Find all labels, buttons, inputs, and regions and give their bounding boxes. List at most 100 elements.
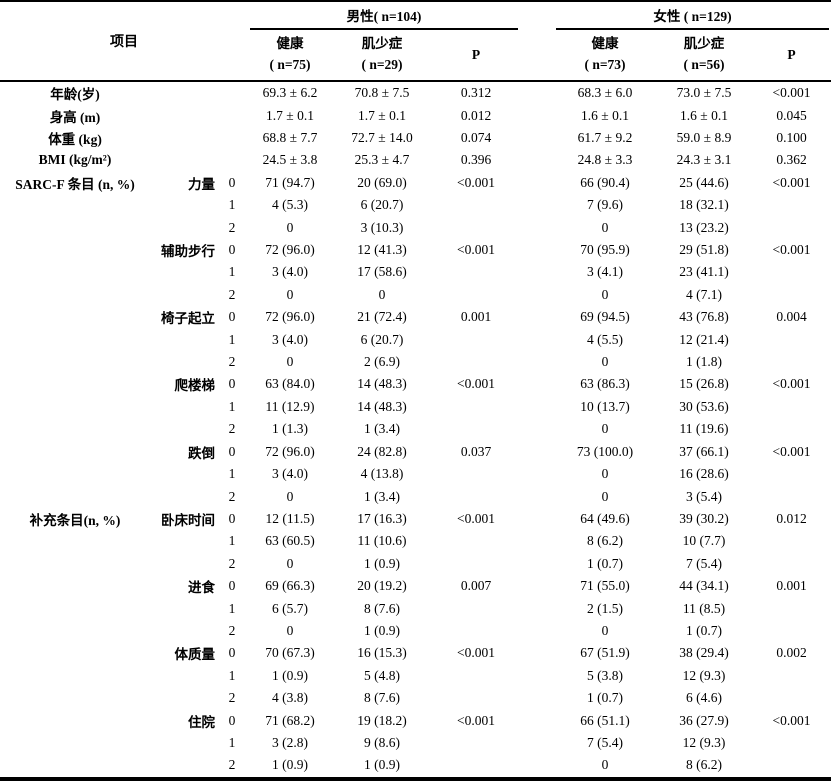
cell-female-p-value: <0.001 (772, 376, 811, 392)
cell-female-healthy: 66 (90.4) (580, 174, 630, 190)
cell-female-healthy: 1 (0.7) (587, 555, 623, 571)
table-row: 体质量 0 70 (67.3) 16 (15.3) <0.001 67 (51.9) 38 … (0, 642, 831, 664)
cell-score: 0 (228, 712, 236, 728)
cell-female-healthy: 0 (601, 757, 609, 773)
cell-male-p-value: 0.007 (460, 578, 492, 594)
cell-female-p-value (752, 261, 831, 283)
cell-subitem-label (150, 328, 216, 350)
cell-male-sarcopenia: 1 (3.4) (364, 488, 400, 504)
cell-male-sarcopenia: 72.7 ± 14.0 (351, 130, 413, 146)
cell-subitem-label (150, 351, 216, 373)
cell-item-label (0, 194, 150, 216)
cell-female-healthy: 24.8 ± 3.3 (577, 152, 633, 168)
cell-male-sarcopenia: 6 (20.7) (360, 331, 404, 347)
cell-female-healthy: 67 (51.9) (580, 645, 630, 661)
cell-female-healthy: 73 (100.0) (576, 443, 634, 459)
cell-subitem-label: 椅子起立 (161, 311, 215, 327)
cell-female-sarcopenia: 23 (41.1) (679, 264, 729, 280)
cell-item-label: 身高 (m) (49, 109, 101, 125)
cell-male-p-value (432, 396, 520, 418)
cell-female-sarcopenia: 11 (8.5) (682, 600, 726, 616)
cell-female-sarcopenia: 13 (23.2) (679, 219, 729, 235)
cell-subitem-label (150, 530, 216, 552)
cell-male-sarcopenia: 11 (10.6) (357, 533, 407, 549)
cell-item-label: BMI (kg/m²) (38, 152, 112, 168)
cell-subitem-label (150, 418, 216, 440)
cell-male-healthy: 71 (94.7) (265, 174, 315, 190)
cell-male-sarcopenia: 70.8 ± 7.5 (354, 85, 410, 101)
cell-female-sarcopenia: 43 (76.8) (679, 309, 729, 325)
table-row: 2 1 (1.3) 1 (3.4) 0 11 (19.6) (0, 418, 831, 440)
cell-item-label (0, 418, 150, 440)
cell-spacer (520, 575, 554, 597)
cell-male-sarcopenia: 1 (0.9) (364, 622, 400, 638)
cell-male-p-value (432, 553, 520, 575)
cell-female-sarcopenia: 7 (5.4) (686, 555, 722, 571)
header-group-male: 男性( n=104) (250, 2, 518, 30)
cell-item-label (0, 485, 150, 507)
cell-male-healthy: 68.8 ± 7.7 (262, 130, 318, 146)
table-row: 1 4 (5.3) 6 (20.7) 7 (9.6) 18 (32.1) (0, 194, 831, 216)
cell-female-healthy: 70 (95.9) (580, 242, 630, 258)
header-female-p-value: P (787, 46, 796, 62)
cell-female-sarcopenia: 36 (27.9) (679, 712, 729, 728)
cell-male-p-value (432, 261, 520, 283)
cell-subitem-label (150, 754, 216, 776)
cell-spacer (520, 261, 554, 283)
cell-score: 2 (228, 354, 236, 370)
cell-female-sarcopenia: 25 (44.6) (679, 174, 729, 190)
cell-female-p-value: 0.001 (776, 578, 807, 594)
cell-female-p-value (752, 754, 831, 776)
cell-item-label: 补充条目(n, %) (29, 512, 121, 528)
cell-male-healthy: 72 (96.0) (265, 443, 315, 459)
cell-item-label (0, 530, 150, 552)
cell-score: 0 (228, 578, 236, 594)
cell-male-sarcopenia: 0 (378, 286, 386, 302)
cell-female-sarcopenia: 38 (29.4) (679, 645, 729, 661)
cell-spacer (520, 754, 554, 776)
cell-male-p-value (432, 328, 520, 350)
table-row: 1 1 (0.9) 5 (4.8) 5 (3.8) 12 (9.3) (0, 665, 831, 687)
cell-female-p-value (752, 597, 831, 619)
table-row: 辅助步行 0 72 (96.0) 12 (41.3) <0.001 70 (95.9) 29… (0, 239, 831, 261)
cell-item-label (0, 328, 150, 350)
cell-spacer (520, 441, 554, 463)
cell-female-healthy: 1 (0.7) (587, 690, 623, 706)
header-female-sarcopenia-label: 肌少症 (683, 36, 725, 52)
table-row: 1 6 (5.7) 8 (7.6) 2 (1.5) 11 (8.5) (0, 597, 831, 619)
cell-item-label (0, 261, 150, 283)
cell-female-p-value (752, 732, 831, 754)
cell-score: 2 (228, 219, 236, 235)
cell-male-p-value (432, 530, 520, 552)
header-male-sarcopenia-label: 肌少症 (361, 36, 403, 52)
table-row: 2 0 1 (3.4) 0 3 (5.4) (0, 485, 831, 507)
cell-male-sarcopenia: 2 (6.9) (364, 354, 400, 370)
cell-male-p-value (432, 687, 520, 709)
cell-male-p-value (432, 597, 520, 619)
table-row: 身高 (m) 1.7 ± 0.1 1.7 ± 0.1 0.012 1.6 ± 0.1 1.… (0, 104, 831, 126)
cell-female-sarcopenia: 59.0 ± 8.9 (676, 130, 732, 146)
cell-female-p-value (752, 216, 831, 238)
table-row: 跌倒 0 72 (96.0) 24 (82.8) 0.037 73 (100.0) 37 (… (0, 441, 831, 463)
cell-male-healthy: 63 (84.0) (265, 376, 315, 392)
cell-male-p-value: 0.001 (460, 309, 492, 325)
table-row: 1 63 (60.5) 11 (10.6) 8 (6.2) 10 (7.7) (0, 530, 831, 552)
cell-score (216, 82, 248, 104)
cell-spacer (520, 463, 554, 485)
cell-score: 1 (228, 533, 236, 549)
table-row: SARC-F 条目 (n, %) 力量 0 71 (94.7) 20 (69.0) <0.… (0, 172, 831, 194)
cell-female-healthy: 0 (601, 286, 609, 302)
cell-female-healthy: 7 (9.6) (587, 197, 623, 213)
cell-spacer (520, 104, 554, 126)
cell-subitem-label (150, 396, 216, 418)
cell-male-p-value (432, 463, 520, 485)
cell-subitem-label (150, 687, 216, 709)
cell-female-p-value: 0.100 (776, 130, 807, 146)
cell-male-p-value: <0.001 (457, 510, 495, 526)
table-row: 爬楼梯 0 63 (84.0) 14 (48.3) <0.001 63 (86.3) 15 … (0, 373, 831, 395)
cell-male-p-value (432, 665, 520, 687)
cell-female-sarcopenia: 8 (6.2) (686, 757, 722, 773)
cell-female-healthy: 2 (1.5) (587, 600, 623, 616)
cell-subitem-label (150, 261, 216, 283)
